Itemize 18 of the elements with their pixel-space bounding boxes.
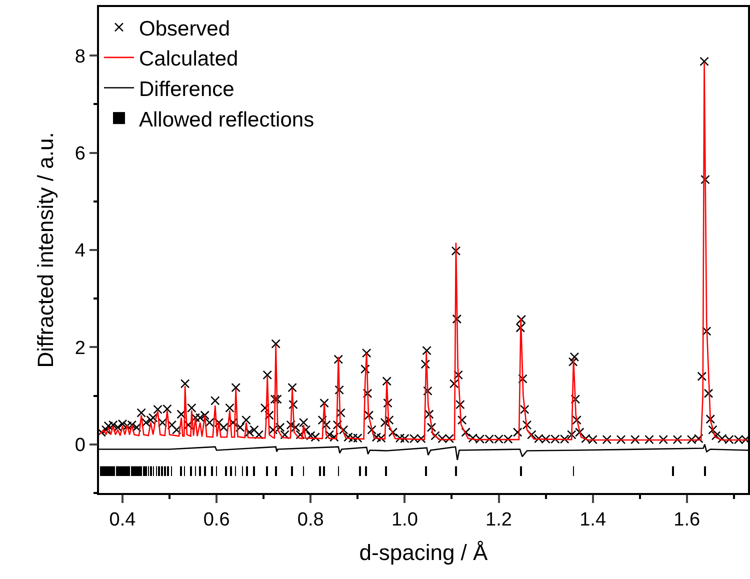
legend-label: Calculated	[139, 48, 238, 71]
legend-label: Difference	[139, 78, 234, 101]
y-tick-label: 6	[74, 143, 86, 164]
y-tick-label: 2	[74, 338, 86, 359]
x-tick-label: 0.8	[297, 510, 324, 531]
x-axis-title: d-spacing / Å	[359, 540, 488, 565]
y-tick-label: 0	[74, 435, 86, 456]
x-tick-label: 0.4	[109, 510, 136, 531]
x-tick-label: 1.2	[486, 510, 512, 531]
legend-label: Allowed reflections	[139, 108, 314, 132]
legend-label: Observed	[139, 17, 230, 40]
x-tick-label: 1.4	[580, 510, 606, 531]
y-axis-title: Diffracted intensity / a.u.	[33, 132, 58, 368]
x-tick-label: 0.6	[203, 510, 230, 531]
x-tick-label: 1.6	[674, 510, 700, 531]
y-tick-label: 4	[74, 240, 86, 262]
text: 1.0	[391, 510, 418, 531]
y-tick-label: 8	[74, 46, 86, 68]
